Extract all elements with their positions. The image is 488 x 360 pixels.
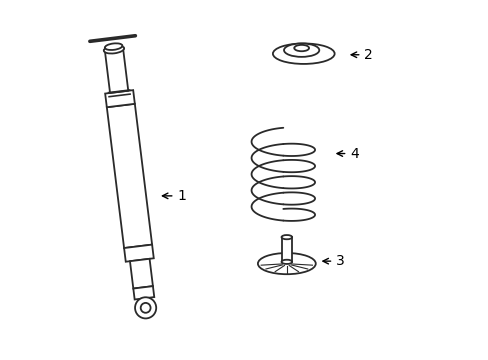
Circle shape — [135, 297, 156, 319]
Ellipse shape — [103, 45, 124, 54]
Ellipse shape — [257, 253, 315, 274]
Ellipse shape — [294, 45, 308, 51]
Polygon shape — [130, 259, 153, 289]
Polygon shape — [106, 104, 152, 248]
Ellipse shape — [281, 235, 291, 239]
Circle shape — [141, 303, 150, 313]
Text: 4: 4 — [336, 147, 358, 161]
Polygon shape — [104, 48, 128, 93]
Polygon shape — [124, 244, 153, 262]
Polygon shape — [281, 237, 291, 262]
Ellipse shape — [104, 43, 122, 50]
Ellipse shape — [284, 44, 319, 57]
Text: 1: 1 — [162, 189, 186, 203]
Ellipse shape — [272, 44, 334, 64]
Text: 3: 3 — [322, 254, 344, 268]
Text: 2: 2 — [350, 48, 372, 62]
Polygon shape — [133, 286, 154, 300]
Ellipse shape — [281, 260, 291, 264]
Polygon shape — [105, 90, 135, 107]
